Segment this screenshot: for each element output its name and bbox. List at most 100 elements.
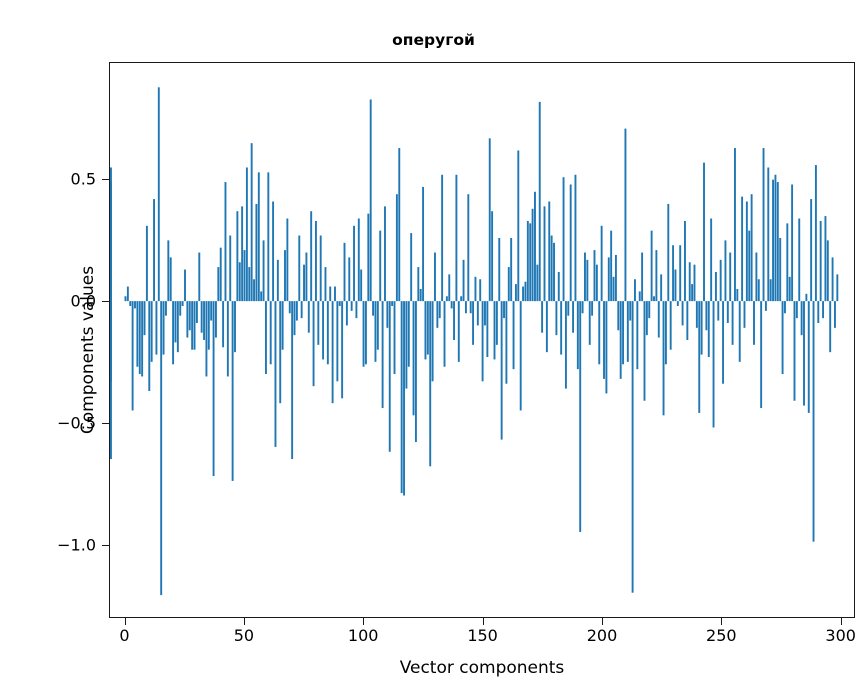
bar	[355, 301, 358, 319]
bar	[303, 264, 305, 302]
bar	[317, 301, 320, 345]
bar	[193, 301, 196, 350]
bar	[805, 293, 808, 302]
bar	[576, 301, 579, 370]
bar	[703, 162, 705, 302]
bar	[536, 264, 539, 302]
bar	[822, 301, 825, 319]
bar	[564, 301, 567, 389]
bar	[598, 301, 601, 365]
bar	[529, 223, 532, 302]
bar	[676, 301, 679, 306]
bar	[353, 225, 355, 302]
bar	[824, 216, 827, 302]
bar	[305, 252, 308, 302]
bar	[422, 186, 425, 302]
bar	[624, 128, 627, 302]
bar	[236, 211, 239, 302]
bar	[153, 199, 155, 302]
bar	[267, 172, 270, 302]
bar-series-canvas	[110, 87, 839, 596]
bar	[486, 301, 489, 358]
bar	[748, 230, 751, 302]
bar	[457, 301, 460, 362]
bar	[757, 279, 760, 302]
bar	[293, 301, 296, 336]
bar	[186, 301, 189, 338]
bar	[769, 279, 772, 302]
bar	[334, 286, 336, 302]
bar	[579, 301, 582, 532]
bar	[750, 194, 753, 302]
bar	[229, 235, 232, 302]
bar	[374, 301, 377, 362]
bar	[700, 301, 703, 355]
bar	[724, 240, 727, 302]
y-tick-label: 0.0	[70, 291, 96, 311]
bar	[322, 301, 325, 360]
bar	[450, 301, 453, 309]
x-tick-mark	[482, 618, 484, 625]
bar	[400, 301, 403, 494]
bar	[191, 301, 194, 350]
bar	[550, 235, 553, 302]
bar	[567, 301, 570, 316]
bar	[148, 301, 151, 392]
bar	[448, 274, 451, 302]
bar	[403, 301, 405, 496]
bar	[407, 301, 410, 367]
bar	[726, 301, 729, 323]
bar	[162, 301, 165, 355]
chart-title-line-1: оперугой	[392, 31, 475, 50]
bar	[793, 301, 796, 401]
bar	[626, 301, 629, 362]
bar	[784, 301, 786, 314]
bar	[395, 194, 398, 302]
bar	[250, 143, 253, 302]
x-tick-mark	[840, 618, 842, 625]
bar	[195, 301, 198, 323]
y-tick-mark	[102, 422, 109, 424]
bar	[603, 301, 605, 379]
bar	[753, 301, 755, 345]
x-tick-mark	[602, 618, 603, 625]
bar	[591, 301, 594, 316]
bar	[607, 257, 610, 302]
bar	[555, 301, 558, 336]
bar	[210, 301, 213, 321]
bar	[276, 259, 279, 302]
bar	[795, 301, 798, 319]
bar	[498, 237, 501, 302]
bar	[643, 301, 646, 401]
bar	[760, 301, 763, 409]
bar	[462, 259, 465, 302]
bar	[262, 240, 265, 302]
bar	[367, 213, 370, 302]
bar	[443, 301, 446, 367]
bar	[698, 301, 701, 413]
bar	[300, 301, 303, 319]
bar	[231, 301, 234, 481]
bar	[569, 184, 572, 302]
y-tick-mark	[102, 179, 109, 181]
bar	[595, 264, 598, 302]
bar	[562, 177, 565, 302]
bar	[776, 182, 779, 302]
bar	[493, 301, 496, 360]
bar	[622, 301, 625, 365]
bar	[505, 301, 508, 384]
bar	[788, 276, 791, 302]
bar	[198, 252, 201, 302]
bar	[131, 301, 134, 411]
bar	[179, 301, 182, 316]
bar	[572, 301, 575, 333]
bar	[710, 218, 713, 302]
bar	[453, 301, 455, 340]
bar	[707, 301, 710, 358]
y-tick-label: −1.0	[57, 535, 96, 555]
bar	[184, 269, 186, 302]
bar	[469, 301, 472, 314]
bar	[331, 301, 334, 404]
bar	[586, 259, 589, 302]
